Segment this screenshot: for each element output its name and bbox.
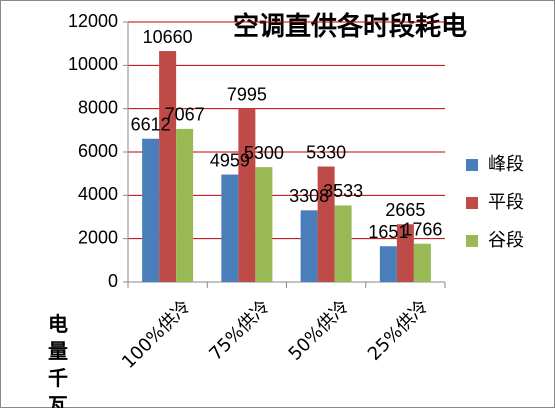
bar: [379, 246, 397, 282]
legend-label: 平段: [488, 192, 524, 213]
value-label: 1766: [402, 219, 442, 239]
legend-label: 谷段: [488, 230, 524, 251]
legend-swatch: [466, 159, 478, 171]
y-tick-label: 0: [108, 271, 118, 291]
value-label: 7995: [227, 85, 267, 105]
value-label: 7067: [165, 105, 205, 125]
y-tick-label: 6000: [78, 141, 118, 161]
bar: [317, 166, 335, 282]
bar: [413, 243, 431, 282]
value-label: 1651: [368, 222, 408, 242]
bar: [159, 51, 177, 283]
y-tick-label: 2000: [78, 227, 118, 247]
legend-swatch: [466, 235, 478, 247]
value-label: 4959: [210, 150, 250, 170]
bar: [300, 210, 318, 282]
value-label: 3308: [289, 186, 329, 206]
value-label: 10660: [143, 27, 193, 47]
bar: [255, 167, 273, 282]
y-tick-label: 10000: [68, 54, 118, 74]
value-label: 3533: [323, 181, 363, 201]
bar: [176, 128, 194, 282]
legend-swatch: [466, 197, 478, 209]
legend-label: 峰段: [488, 154, 524, 175]
y-tick-label: 4000: [78, 184, 118, 204]
chart-title: 空调直供各时段耗电: [233, 11, 467, 42]
bar: [221, 174, 239, 282]
y-tick-label: 12000: [68, 11, 118, 31]
value-label: 2665: [385, 200, 425, 220]
value-label: 5300: [244, 143, 284, 163]
bar: [396, 224, 414, 282]
y-tick-label: 8000: [78, 97, 118, 117]
value-label: 5330: [306, 142, 346, 162]
bar: [142, 138, 160, 282]
bar: [238, 108, 256, 283]
y-axis-label: 电量千瓦: [48, 312, 68, 408]
value-label: 6612: [131, 114, 171, 134]
bar: [334, 205, 352, 282]
